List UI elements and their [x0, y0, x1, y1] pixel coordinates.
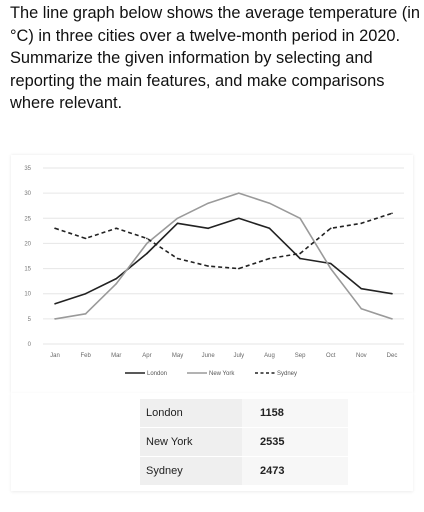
legend-label-sydney: Sydney [277, 371, 297, 377]
data-point-new-york [268, 202, 271, 204]
x-tick-label: Dec [387, 353, 398, 359]
x-tick-label: Apr [142, 353, 151, 359]
value-cell: 2473 [242, 456, 348, 486]
y-tick-label: 5 [28, 317, 32, 323]
series-line-london [54, 217, 393, 305]
data-point-sydney [115, 227, 118, 230]
y-tick-label: 15 [24, 267, 31, 273]
data-point-london [268, 227, 271, 230]
data-point-sydney [360, 222, 363, 225]
y-tick-label: 25 [24, 216, 31, 222]
table-row: Sydney 2473 [140, 456, 348, 486]
data-point-london [146, 252, 148, 255]
data-point-new-york [329, 267, 332, 270]
data-point-sydney [238, 267, 240, 270]
data-point-sydney [84, 237, 87, 240]
data-point-london [329, 262, 332, 265]
x-tick-label: Nov [356, 353, 367, 359]
x-tick-label: Sep [295, 353, 306, 359]
line-chart: 0 5 10 15 20 25 30 35 Jan Feb Mar Apr May June July Au… [24, 166, 404, 377]
city-cell: London [140, 399, 242, 428]
data-point-new-york [115, 282, 118, 285]
data-point-sydney [176, 257, 179, 260]
x-tick-label: Oct [326, 353, 336, 359]
x-tick-label: Mar [111, 353, 121, 359]
data-point-new-york [84, 313, 87, 315]
data-point-new-york [176, 217, 179, 220]
y-tick-label: 10 [24, 292, 31, 298]
data-point-sydney [146, 237, 148, 240]
data-point-new-york [391, 318, 393, 320]
table-row: New York 2535 [140, 427, 348, 457]
data-point-london [391, 292, 393, 295]
series-line-new-york [54, 192, 393, 320]
data-point-new-york [360, 308, 363, 310]
series-line-sydney [54, 212, 393, 270]
city-cell: Sydney [140, 456, 242, 486]
value-cell: 1158 [242, 399, 348, 428]
data-point-london [176, 222, 179, 225]
data-point-sydney [54, 227, 56, 230]
data-point-sydney [299, 252, 301, 255]
city-cell: New York [140, 427, 242, 457]
data-point-london [84, 292, 87, 295]
value-cell: 2535 [242, 427, 348, 457]
x-tick-label: Aug [264, 353, 275, 359]
data-point-london [54, 302, 56, 305]
x-tick-label: May [172, 353, 183, 359]
data-point-london [207, 227, 209, 230]
task-prompt: The line graph below shows the average t… [10, 4, 420, 113]
y-tick-label: 20 [24, 241, 31, 247]
data-point-sydney [207, 265, 209, 267]
y-tick-label: 0 [28, 342, 32, 348]
x-tick-label: Jan [50, 353, 60, 359]
y-tick-label: 35 [24, 166, 31, 172]
line-chart-card: 0 5 10 15 20 25 30 35 Jan Feb Mar Apr May June July Au… [11, 155, 413, 393]
data-point-new-york [146, 242, 148, 245]
x-tick-label: Feb [80, 353, 91, 359]
data-point-london [360, 287, 363, 290]
data-point-new-york [207, 202, 209, 204]
data-point-sydney [391, 212, 393, 215]
x-tick-label: June [202, 353, 216, 359]
data-point-london [238, 217, 240, 220]
legend-label-london: London [147, 371, 167, 377]
data-point-new-york [299, 217, 301, 220]
data-point-london [299, 257, 301, 260]
data-point-new-york [54, 318, 56, 320]
totals-table-card: London 1158 New York 2535 Sydney 2473 [11, 393, 413, 491]
data-point-sydney [268, 257, 271, 260]
legend-label-new-york: New York [209, 371, 235, 377]
x-tick-label: July [233, 353, 244, 359]
totals-table: London 1158 New York 2535 Sydney 2473 [140, 399, 348, 486]
data-point-london [115, 277, 118, 280]
data-point-sydney [329, 227, 332, 230]
data-point-new-york [238, 192, 240, 194]
table-row: London 1158 [140, 399, 348, 428]
y-tick-label: 30 [24, 191, 31, 197]
